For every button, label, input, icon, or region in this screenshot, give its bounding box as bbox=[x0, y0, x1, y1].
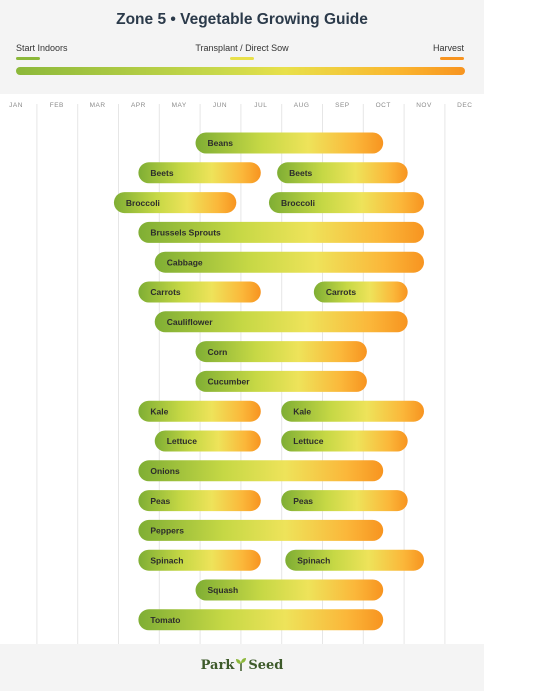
legend-start-indoors-label: Start Indoors bbox=[16, 43, 68, 53]
guide-card: Zone 5 • Vegetable Growing Guide Start I… bbox=[0, 0, 484, 691]
crop-bar-label: Kale bbox=[293, 406, 311, 416]
logo-text-park: Park bbox=[200, 658, 235, 673]
crop-bar bbox=[195, 579, 384, 601]
crop-bar-label: Cabbage bbox=[167, 257, 203, 267]
crop-bar-label: Lettuce bbox=[167, 436, 198, 446]
crop-bar-label: Lettuce bbox=[293, 436, 324, 446]
legend-harvest-label: Harvest bbox=[432, 43, 464, 53]
legend-start-indoors-swatch bbox=[16, 57, 40, 60]
month-label: SEP bbox=[335, 102, 350, 109]
crop-bar bbox=[195, 370, 367, 392]
crop-bar bbox=[138, 609, 384, 631]
month-label: FEB bbox=[50, 102, 64, 109]
crop-bar-label: Spinach bbox=[150, 555, 183, 565]
crop-bar-label: Onions bbox=[150, 466, 180, 476]
crop-bar-label: Squash bbox=[208, 585, 239, 595]
month-label: MAR bbox=[90, 102, 106, 109]
month-label: OCT bbox=[376, 102, 391, 109]
crop-bar bbox=[113, 192, 237, 214]
crop-bar-label: Tomato bbox=[150, 615, 180, 625]
month-label: DEC bbox=[457, 102, 472, 109]
crop-bar bbox=[154, 430, 261, 452]
month-label: AUG bbox=[294, 102, 310, 109]
crop-bar-label: Corn bbox=[208, 347, 228, 357]
crop-bar bbox=[138, 519, 384, 541]
crop-bar bbox=[281, 490, 408, 512]
crop-bar bbox=[195, 132, 384, 154]
crop-bar bbox=[285, 549, 424, 571]
legend-harvest-swatch bbox=[440, 57, 464, 60]
crop-bar bbox=[138, 400, 261, 422]
month-label: JUL bbox=[254, 102, 267, 109]
month-label: JAN bbox=[9, 102, 23, 109]
crop-bar bbox=[268, 192, 424, 214]
crop-bar bbox=[138, 549, 261, 571]
crop-bar bbox=[138, 490, 261, 512]
crop-bar-label: Cucumber bbox=[208, 377, 251, 387]
crop-bar bbox=[154, 311, 408, 333]
crop-bar-label: Broccoli bbox=[126, 198, 160, 208]
crop-bar bbox=[138, 221, 424, 243]
crop-bar bbox=[138, 460, 384, 482]
chart-title: Zone 5 • Vegetable Growing Guide bbox=[116, 11, 368, 28]
crop-bar bbox=[281, 430, 408, 452]
crop-bar bbox=[313, 281, 408, 303]
crop-bar-label: Beets bbox=[150, 168, 173, 178]
crop-bar-label: Broccoli bbox=[281, 198, 315, 208]
header: Zone 5 • Vegetable Growing Guide Start I… bbox=[0, 0, 484, 94]
season-gradient-bar bbox=[16, 67, 465, 75]
month-label: APR bbox=[131, 102, 146, 109]
crop-bar-label: Cauliflower bbox=[167, 317, 214, 327]
crop-bar bbox=[154, 251, 424, 273]
crop-bar-label: Kale bbox=[150, 406, 168, 416]
crop-bar bbox=[195, 341, 367, 363]
crop-bar-label: Beans bbox=[208, 138, 234, 148]
crop-bar-label: Spinach bbox=[297, 555, 330, 565]
crop-bar bbox=[277, 162, 408, 184]
crop-bar-label: Peppers bbox=[150, 526, 184, 536]
park-seed-logo: Park Seed bbox=[0, 657, 484, 673]
sprout-icon bbox=[235, 658, 247, 673]
crop-bar-label: Beets bbox=[289, 168, 312, 178]
crop-bar bbox=[138, 281, 261, 303]
month-label: MAY bbox=[172, 102, 187, 109]
crop-bar-label: Carrots bbox=[150, 287, 181, 297]
crop-bar-label: Peas bbox=[293, 496, 313, 506]
month-label: JUN bbox=[213, 102, 227, 109]
crop-bar bbox=[138, 162, 261, 184]
month-label: NOV bbox=[416, 102, 432, 109]
legend-transplant-label: Transplant / Direct Sow bbox=[195, 43, 289, 53]
legend-transplant-swatch bbox=[230, 57, 254, 60]
crop-bar-label: Carrots bbox=[326, 287, 357, 297]
growing-calendar-chart: JAN FEB MAR APR MAY JUN JUL AUG SEP OCT NOV DEC Bea… bbox=[9, 102, 472, 644]
crop-bar-label: Brussels Sprouts bbox=[150, 228, 221, 238]
logo-text-seed: Seed bbox=[248, 658, 284, 673]
crop-bar bbox=[281, 400, 424, 422]
crop-bar-label: Peas bbox=[150, 496, 170, 506]
